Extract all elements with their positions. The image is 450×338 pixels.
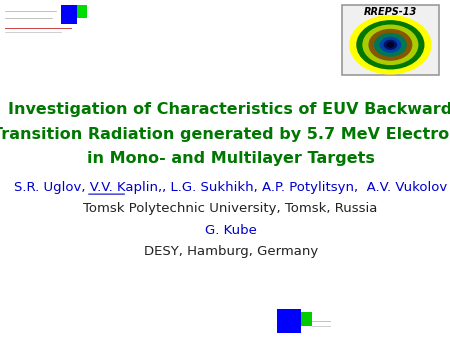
- Bar: [77, 5, 87, 18]
- Text: Investigation of Characteristics of EUV Backward: Investigation of Characteristics of EUV …: [9, 102, 450, 117]
- Text: S.R. Uglov, V.V. Kaplin,, L.G. Sukhikh, A.P. Potylitsyn,  A.V. Vukolov: S.R. Uglov, V.V. Kaplin,, L.G. Sukhikh, …: [14, 181, 447, 194]
- Text: Transition Radiation generated by 5.7 MeV Electrons: Transition Radiation generated by 5.7 Me…: [0, 127, 450, 142]
- Text: G. Kube: G. Kube: [205, 224, 256, 237]
- Circle shape: [357, 21, 424, 69]
- Circle shape: [384, 41, 396, 49]
- Text: in Mono- and Multilayer Targets: in Mono- and Multilayer Targets: [87, 151, 374, 167]
- Circle shape: [363, 25, 418, 65]
- Bar: [61, 5, 77, 24]
- Bar: [277, 309, 301, 333]
- Circle shape: [375, 33, 406, 56]
- Text: Tomsk Polytechnic University, Tomsk, Russia: Tomsk Polytechnic University, Tomsk, Rus…: [83, 202, 378, 215]
- Circle shape: [387, 43, 393, 47]
- FancyBboxPatch shape: [342, 5, 439, 75]
- Circle shape: [350, 16, 431, 74]
- Text: RREPS-13: RREPS-13: [364, 7, 417, 17]
- Circle shape: [369, 29, 412, 60]
- Circle shape: [380, 38, 400, 52]
- Bar: [301, 312, 312, 326]
- Text: DESY, Hamburg, Germany: DESY, Hamburg, Germany: [144, 245, 318, 258]
